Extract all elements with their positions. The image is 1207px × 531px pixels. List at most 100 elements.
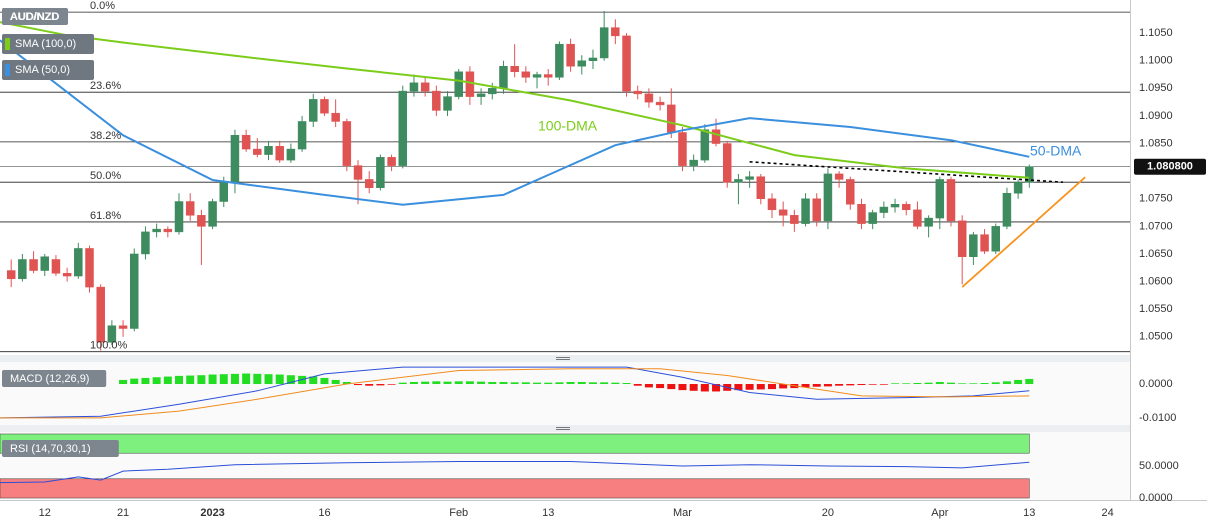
candle-body <box>555 43 564 78</box>
y-tick-label: 1.0750 <box>1139 193 1173 205</box>
y-tick-label: 1.0950 <box>1139 82 1173 94</box>
candle-body <box>275 146 284 161</box>
macd-histogram-bar <box>119 379 128 385</box>
indicator-legend: AUD/NZD <box>10 11 59 23</box>
indicator-legend-box <box>2 440 119 457</box>
candle-body <box>644 93 654 103</box>
macd-histogram-bar <box>398 382 407 385</box>
macd-histogram-bar <box>588 382 597 385</box>
macd-histogram-bar <box>667 384 676 390</box>
candle-body <box>499 66 508 89</box>
pane-separator[interactable] <box>0 355 1130 362</box>
y-tick-label: 50.0000 <box>1139 460 1179 472</box>
macd-histogram-bar <box>924 382 933 385</box>
macd-histogram-bar <box>454 381 463 385</box>
fib-label: 100.0% <box>90 340 128 352</box>
pane-separator[interactable] <box>0 425 1130 432</box>
macd-histogram-bar <box>767 384 776 390</box>
candle-body <box>286 148 296 161</box>
candle-body <box>946 179 956 222</box>
macd-histogram-bar <box>801 384 810 388</box>
candle-body <box>991 226 1000 252</box>
candle-body <box>924 217 933 227</box>
candle-body <box>689 159 698 166</box>
candle-body <box>40 256 50 271</box>
macd-histogram-bar <box>946 382 955 385</box>
macd-histogram-bar <box>465 381 474 385</box>
candle-body <box>543 74 553 78</box>
candle-body <box>1013 181 1023 194</box>
macd-histogram-bar <box>141 377 150 385</box>
macd-histogram-bar <box>577 381 586 385</box>
candle-body <box>264 146 273 155</box>
macd-histogram-bar <box>644 384 653 388</box>
macd-histogram-bar <box>712 384 721 392</box>
legend-swatch <box>5 38 10 50</box>
macd-histogram-bar <box>376 384 385 386</box>
legend-entry: SMA (100,0) <box>15 38 76 50</box>
rsi-band <box>0 433 1030 454</box>
macd-histogram-bar <box>879 384 888 385</box>
y-tick-label: 1.0600 <box>1139 275 1173 287</box>
candle-body <box>957 220 967 257</box>
macd-line <box>0 368 1030 419</box>
macd-histogram-bar <box>354 384 363 386</box>
separator-handle <box>556 427 570 430</box>
candle-body <box>6 270 16 280</box>
macd-histogram-bar <box>991 382 1000 385</box>
macd-histogram-bar <box>544 382 553 385</box>
macd-histogram-bar <box>823 384 832 387</box>
macd-histogram-bar <box>734 384 743 391</box>
candle-body <box>655 101 665 106</box>
candle-body <box>454 71 463 97</box>
fib-label: 50.0% <box>90 170 121 182</box>
candle-body <box>778 209 788 216</box>
candle-body <box>1025 166 1034 183</box>
macd-histogram-bar <box>175 375 184 385</box>
rsi-band <box>0 478 1030 499</box>
macd-histogram-bar <box>689 384 698 391</box>
candle-body <box>532 74 542 78</box>
candle-body <box>443 96 452 111</box>
candle-body <box>633 90 642 95</box>
macd-histogram-bar <box>264 374 273 385</box>
last-price-label: 1.080800 <box>1147 161 1193 173</box>
y-tick-label: 1.0550 <box>1139 303 1173 315</box>
candle-body <box>823 173 833 222</box>
x-tick-label: 13 <box>1023 507 1035 519</box>
macd-histogram-bar <box>275 374 284 385</box>
candle-body <box>834 173 844 180</box>
macd-histogram-bar <box>130 378 139 385</box>
grid <box>0 433 1030 499</box>
macd-histogram-bar <box>913 383 922 385</box>
macd-histogram-bar <box>443 381 452 385</box>
candle-body <box>409 82 419 92</box>
x-tick-label: 21 <box>117 507 129 519</box>
y-tick-label: 1.0900 <box>1139 110 1173 122</box>
macd-line <box>0 366 1030 419</box>
candle-body <box>566 43 575 67</box>
candle-body <box>868 212 877 224</box>
candle-body <box>913 209 922 227</box>
y-tick-label: -0.0100 <box>1139 412 1176 424</box>
candle-body <box>208 201 217 227</box>
last-price-box <box>1134 158 1206 175</box>
marks <box>0 11 1130 484</box>
macd-histogram-bar <box>342 381 351 385</box>
x-tick-label: 24 <box>1101 507 1113 519</box>
macd-histogram-bar <box>611 382 620 385</box>
fib-label: 38.2% <box>90 130 121 142</box>
candle-body <box>969 234 978 257</box>
y-tick-label: 1.1050 <box>1139 27 1173 39</box>
macd-histogram-bar <box>208 374 217 385</box>
candle-body <box>62 273 72 277</box>
macd-histogram-bar <box>1002 381 1011 385</box>
candle-body <box>890 204 900 208</box>
candle-body <box>1002 192 1012 227</box>
macd-histogram-bar <box>779 384 788 389</box>
candle-body <box>185 201 195 216</box>
legend-swatch <box>5 64 10 76</box>
candle-body <box>510 66 519 73</box>
macd-histogram-bar <box>745 384 754 390</box>
candle-body <box>521 71 531 78</box>
